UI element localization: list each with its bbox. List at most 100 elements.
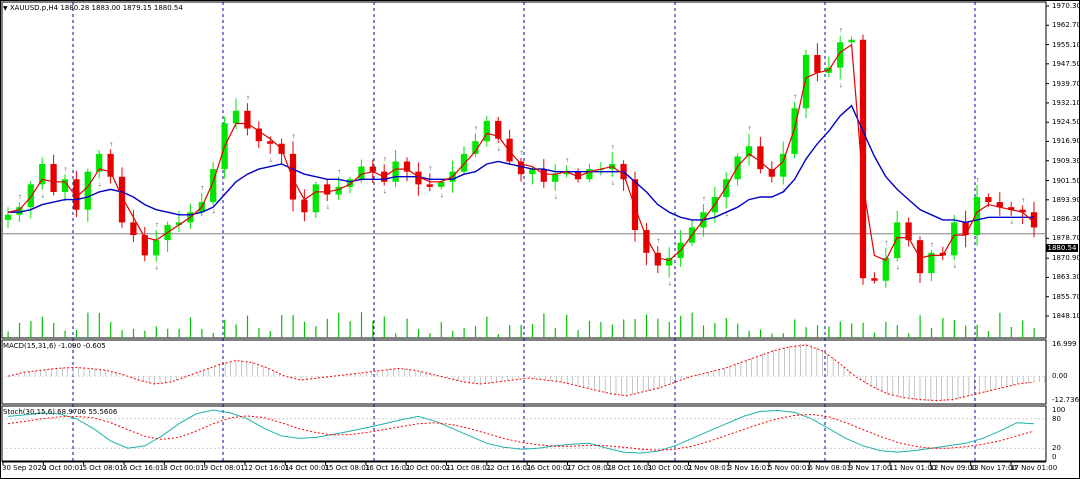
volume-bar (224, 319, 226, 338)
price-tick-label: 1870.90 (1052, 254, 1080, 263)
fractal-up-arrow: ↑ (610, 144, 615, 151)
candle-body (745, 146, 753, 157)
candle-body (666, 257, 673, 266)
candle-body (426, 184, 433, 187)
time-tick-label: 28 Oct 16:01 (606, 464, 653, 472)
chart-symbol-ohlc: XAUUSD.p,H4 1880.28 1883.00 1879.15 1880… (9, 4, 183, 12)
volume-bar (121, 330, 123, 338)
stoch-tick-label: 0 (1052, 453, 1057, 461)
volume-bar (645, 314, 648, 338)
volume-bar (463, 327, 465, 338)
price-tick-label: 1916.90 (1052, 137, 1080, 146)
volume-bar (349, 321, 351, 338)
volume-bar (406, 318, 408, 338)
volume-bar (7, 331, 9, 338)
time-tick-label: 30 Sep 2020 (2, 464, 47, 472)
volume-bar (246, 315, 249, 338)
volume-bar (862, 322, 864, 338)
price-tick-label: 1970.30 (1052, 2, 1080, 10)
time-tick-label: 13 Nov 17:00 (969, 464, 1017, 472)
volume-bar (292, 315, 294, 338)
fractal-up-arrow: ↑ (656, 238, 661, 245)
volume-bar (634, 319, 636, 338)
axis-ticks (2, 5, 1049, 465)
candle-body (460, 153, 468, 172)
fractal-down-arrow: ↓ (97, 182, 102, 189)
time-tick-label: 30 Oct 00:01 (647, 464, 693, 472)
macd-tick-label: 16.999 (1052, 340, 1077, 348)
volume-bar (303, 321, 306, 338)
fractal-up-arrow: ↑ (428, 165, 433, 172)
fractal-down-arrow: ↓ (439, 193, 444, 200)
candle-body (529, 169, 536, 175)
volume-bar (189, 317, 192, 338)
volume-bar (919, 315, 921, 338)
time-tick-label: 5 Oct 08:01 (82, 464, 124, 472)
volume-bar (1010, 326, 1012, 338)
volume-bar (976, 324, 978, 338)
price-tick-label: 1932.10 (1052, 98, 1080, 107)
price-tick-label: 1863.30 (1052, 273, 1080, 282)
fractal-down-arrow: ↓ (667, 280, 672, 287)
volume-bar (338, 312, 340, 338)
volume-bar (155, 326, 157, 338)
volume-bar (588, 320, 591, 338)
time-tick-label: 20 Oct 00:01 (405, 464, 451, 472)
volume-bar (577, 329, 579, 338)
candle-body (96, 153, 103, 172)
candle-body (346, 179, 354, 187)
candle-body (84, 171, 91, 210)
fractal-up-arrow: ↑ (337, 169, 342, 176)
price-tick-label: 1886.30 (1052, 215, 1080, 224)
volume-bar (1022, 320, 1024, 338)
candle-body (153, 240, 160, 256)
fractal-up-arrow: ↑ (929, 242, 934, 249)
volume-bar (64, 330, 66, 338)
current-price-label: 1880.54 (1046, 244, 1078, 252)
volume-bar (657, 318, 659, 338)
candle-body (438, 181, 445, 187)
fractal-up-arrow: ↑ (109, 141, 114, 148)
candle-body (916, 240, 924, 274)
volume-bar (623, 319, 625, 338)
price-tick-label: 1947.50 (1052, 59, 1080, 68)
volume-bar (132, 328, 135, 338)
macd-tick-label: 0.00 (1052, 372, 1068, 381)
fractal-up-arrow: ↑ (291, 134, 296, 141)
candle-body (61, 179, 69, 192)
volume-bar (930, 327, 933, 338)
candle-body (859, 39, 867, 279)
volume-bar (30, 321, 32, 338)
volume-bar (543, 313, 545, 338)
price-tick-label: 1848.10 (1052, 312, 1080, 320)
candle-body (335, 186, 342, 195)
candle-body (985, 197, 992, 203)
candle-body (50, 164, 57, 192)
candle-body (118, 176, 126, 223)
time-tick-label: 12 Nov 09:00 (929, 464, 977, 472)
price-tick-label: 1939.70 (1052, 79, 1080, 88)
stoch-main-line (7, 409, 1035, 454)
volume-bar (372, 321, 374, 338)
volume-bar (53, 323, 55, 338)
fractal-up-arrow: ↑ (975, 177, 980, 184)
fractal-down-arrow: ↓ (211, 209, 216, 216)
volume-bars (7, 312, 1035, 338)
volume-bar (839, 321, 841, 338)
volume-bar (566, 314, 568, 338)
volume-bar (212, 332, 214, 338)
volume-bar (794, 319, 796, 338)
fractal-up-arrow: ↑ (793, 94, 798, 101)
moving-averages (7, 43, 1035, 262)
candle-body (267, 141, 274, 144)
triangle-down-icon[interactable]: ▼ (3, 5, 8, 12)
candle-body (951, 222, 958, 256)
fractal-down-arrow: ↓ (40, 193, 45, 200)
fractal-up-arrow: ↑ (701, 196, 706, 203)
macd-header: MACD(15,31,6) -1.090 -0.605 (3, 342, 106, 350)
candle-body (130, 222, 137, 236)
volume-bar (771, 333, 773, 338)
volume-bar (486, 316, 488, 338)
slow-ma-line (8, 104, 1034, 224)
